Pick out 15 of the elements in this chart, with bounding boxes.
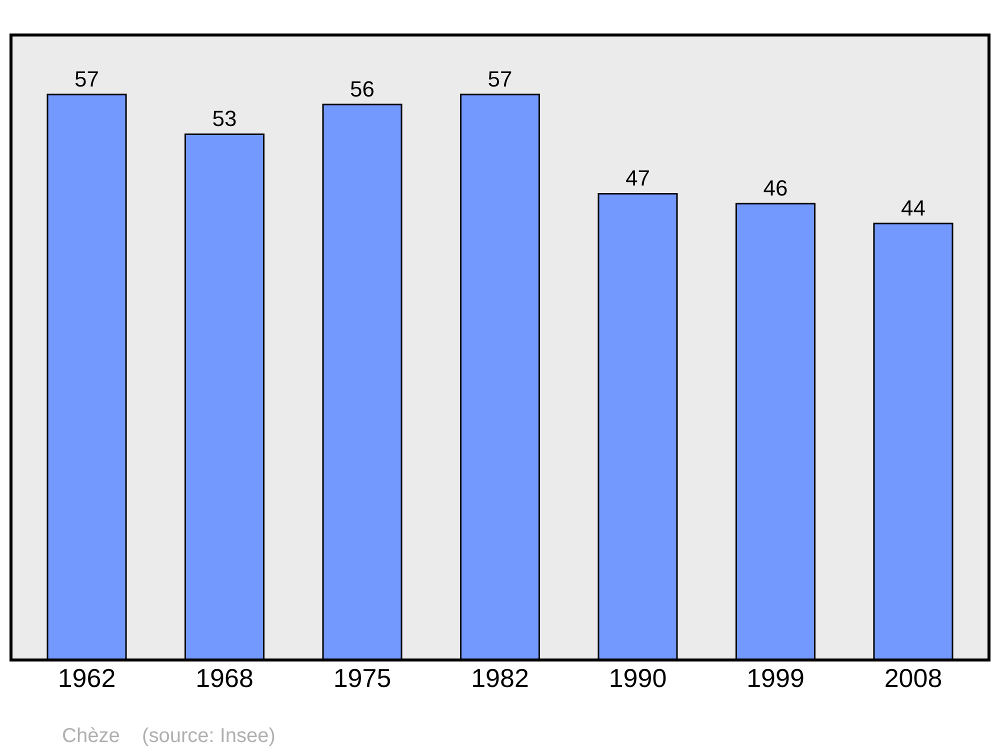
data-label: 56 xyxy=(350,76,374,102)
data-label: 47 xyxy=(626,166,650,191)
text: Chèze (source: Insee) xyxy=(62,725,276,747)
data-label: 57 xyxy=(74,66,99,92)
x-tick-label: 1982 xyxy=(471,663,529,693)
x-tick-label: 1968 xyxy=(196,663,254,693)
data-label: 44 xyxy=(901,195,926,220)
data-label: 46 xyxy=(763,176,788,201)
x-tick-label: 1990 xyxy=(608,663,667,693)
x-tick-label: 1999 xyxy=(746,663,804,693)
x-tick-label: 1975 xyxy=(333,663,392,693)
data-label: 53 xyxy=(212,106,237,132)
data-label: 57 xyxy=(488,66,512,92)
x-tick-label: 2008 xyxy=(884,663,942,693)
x-tick-label: 1962 xyxy=(58,663,116,693)
